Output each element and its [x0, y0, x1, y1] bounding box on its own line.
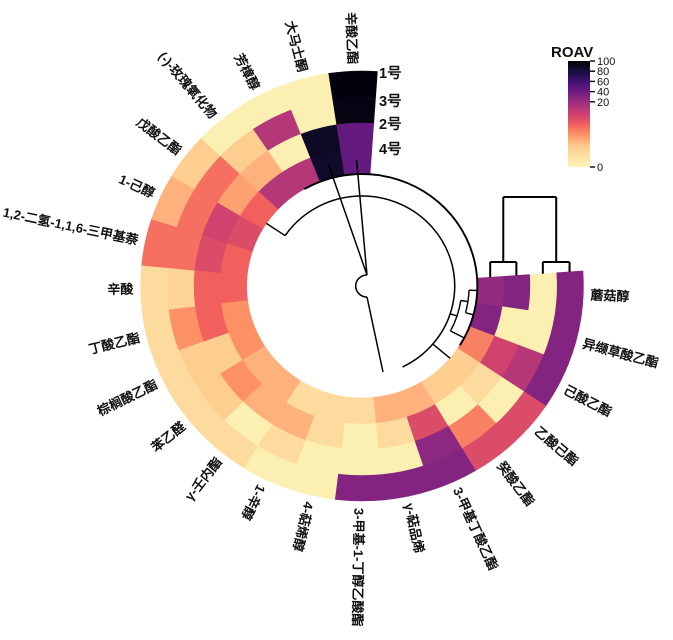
- compound-label: γ-萜品烯: [402, 502, 427, 555]
- dendrogram-branch: [284, 195, 456, 368]
- compound-label: γ-壬内酯: [182, 455, 225, 504]
- sample-dendrogram-path: [489, 196, 571, 278]
- heatmap-cell: [527, 272, 557, 315]
- heatmap-cell: [344, 396, 377, 424]
- compound-label: 癸酸乙酯: [493, 458, 537, 509]
- heatmap-cell: [340, 422, 379, 450]
- ring-labels: 1号 3号 2号 4号: [379, 65, 402, 158]
- compound-dendrogram: [265, 160, 479, 373]
- heatmap-cell: [501, 274, 531, 311]
- dendrogram-branch: [265, 222, 286, 237]
- sample-dendrogram: [489, 196, 571, 278]
- dendrogram-branch: [450, 330, 465, 339]
- compound-label: 戊酸乙酯: [133, 114, 184, 158]
- heatmap-cell: [332, 96, 376, 126]
- compound-label: 棕榈酸乙酯: [94, 377, 160, 419]
- heatmap-cell: [337, 447, 382, 476]
- heatmap-cell: [167, 267, 196, 310]
- dendrogram-branch: [465, 312, 474, 316]
- heatmap-cells: [140, 70, 584, 502]
- dendrogram-branch: [432, 343, 451, 359]
- ring-label-1: 1号: [379, 65, 402, 82]
- compound-label: 4-萜烯醇: [290, 500, 316, 553]
- heatmap-cell: [334, 473, 384, 502]
- legend-colorbar: [568, 61, 590, 167]
- legend-tick-label: 60: [597, 76, 609, 88]
- compound-label: 3-甲基丁酸乙酯: [450, 485, 501, 573]
- compound-label: 丁酸乙酯: [87, 330, 141, 357]
- legend-tick-label: 0: [597, 162, 603, 174]
- compound-label: 大马士酮: [282, 19, 310, 73]
- compound-label: 己酸乙酯: [561, 382, 614, 419]
- compound-label: 辛酸乙酯: [343, 12, 360, 65]
- compound-label: 乙酸己酯: [532, 424, 581, 469]
- compound-label: 芳樟醇: [231, 51, 262, 93]
- dendrogram-branch: [355, 160, 368, 276]
- dendrogram-branch: [449, 313, 458, 317]
- dendrogram-branch: [366, 296, 384, 373]
- heatmap-cell: [193, 269, 222, 307]
- ring-label-3: 3号: [379, 93, 402, 110]
- ring-label-4: 4号: [379, 141, 402, 158]
- compound-label: 辛酸: [107, 282, 134, 297]
- heatmap-cell: [328, 70, 378, 100]
- compound-label: 异缬草酸乙酯: [581, 336, 660, 371]
- compound-label: 1-己醇: [117, 172, 157, 201]
- legend-tick-label: 80: [597, 66, 609, 78]
- heatmap-cell: [220, 272, 248, 304]
- compound-label: 3-甲基-1-丁醇乙酸酯: [350, 508, 367, 627]
- dendrogram-branch: [303, 173, 479, 346]
- ring-label-2: 2号: [379, 116, 402, 133]
- compound-label: (-)-玫瑰氧化物: [155, 49, 220, 122]
- heatmap-cell: [140, 264, 170, 313]
- legend-tick-label: 40: [597, 87, 609, 99]
- legend-title: ROAV: [551, 44, 593, 61]
- dendrogram-branch: [327, 164, 368, 276]
- heatmap-cell: [475, 276, 504, 307]
- legend-tick-label: 100: [597, 56, 615, 68]
- compound-label: 1-辛醇: [238, 482, 268, 522]
- compound-label: 蘑菇醇: [590, 287, 630, 304]
- dendrogram-branch: [460, 299, 469, 303]
- dendrogram-branch: [355, 274, 368, 298]
- heatmap-cell: [554, 270, 584, 319]
- heatmap-cell: [336, 122, 375, 151]
- compound-label: 苯乙醛: [148, 418, 189, 455]
- compound-label: 1,2-二氢-1,1,6-三甲基萘: [2, 205, 141, 248]
- legend-tick-label: 20: [597, 97, 609, 109]
